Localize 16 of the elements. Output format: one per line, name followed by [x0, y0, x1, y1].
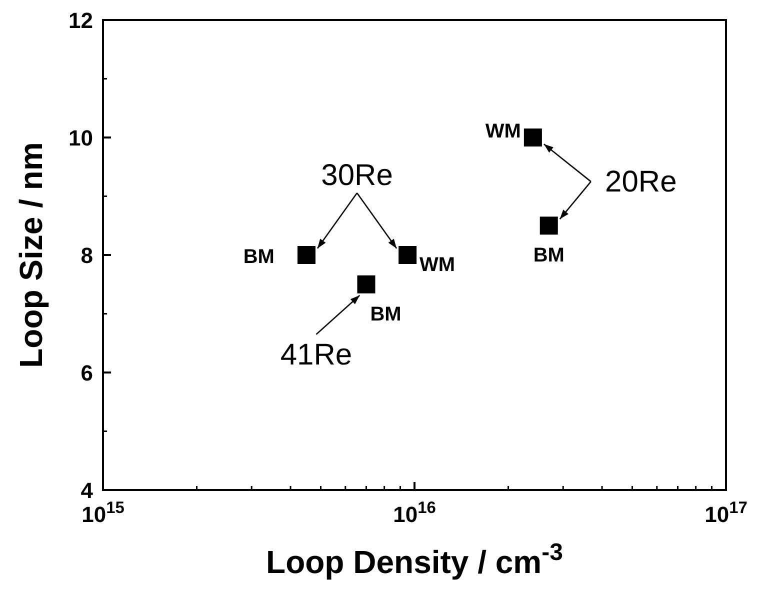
x-tick-label: 10$^{16}$ — [393, 499, 436, 527]
data-label: BM — [533, 244, 564, 267]
legend-label: 20Re — [605, 166, 677, 199]
data-label: BM — [243, 246, 274, 268]
data-label: WM — [485, 120, 521, 142]
x-tick-label: 10$^{17}$ — [704, 499, 748, 527]
y-tick-label: 6 — [80, 360, 93, 386]
data-label: BM — [370, 303, 402, 326]
y-axis-title: Loop Size / nm — [13, 142, 49, 368]
x-axis-title: Loop Density / cm$^{-3}$ — [266, 538, 563, 580]
series-label: 30Re — [321, 159, 393, 192]
y-tick-label: 10 — [68, 126, 93, 150]
data-label: WM — [420, 254, 456, 276]
y-tick-label: 12 — [68, 8, 93, 33]
y-tick-label: 8 — [80, 243, 93, 268]
series-label: 41Re — [280, 338, 352, 372]
